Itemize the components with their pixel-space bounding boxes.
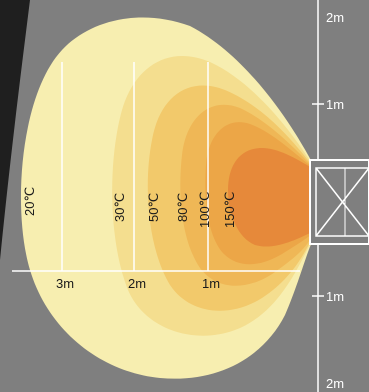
hscale-label-1m: 1m [202, 276, 220, 291]
dark-corner [0, 0, 30, 260]
heater-unit [309, 159, 369, 245]
temp-label-20: 20℃ [22, 187, 37, 216]
vscale-label-bottom-2m: 2m [326, 376, 344, 391]
temp-label-80: 80℃ [175, 193, 190, 222]
temp-label-30: 30℃ [112, 193, 127, 222]
vscale-label-lower-1m: 1m [326, 289, 344, 304]
hscale-label-3m: 3m [56, 276, 74, 291]
temp-label-50: 50℃ [146, 193, 161, 222]
vscale-label-top-2m: 2m [326, 10, 344, 25]
zone-150 [228, 148, 312, 247]
hscale-label-2m: 2m [128, 276, 146, 291]
vscale-label-upper-1m: 1m [326, 97, 344, 112]
temp-label-150: 150℃ [222, 192, 237, 228]
temp-label-100: 100℃ [197, 192, 212, 228]
